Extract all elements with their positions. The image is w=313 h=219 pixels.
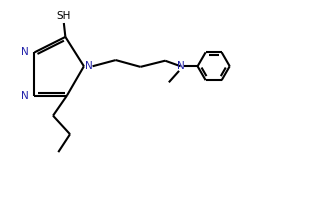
Text: SH: SH [56,11,70,21]
Text: N: N [21,47,29,57]
Text: N: N [85,61,93,71]
Text: N: N [21,91,29,101]
Text: N: N [177,61,184,71]
